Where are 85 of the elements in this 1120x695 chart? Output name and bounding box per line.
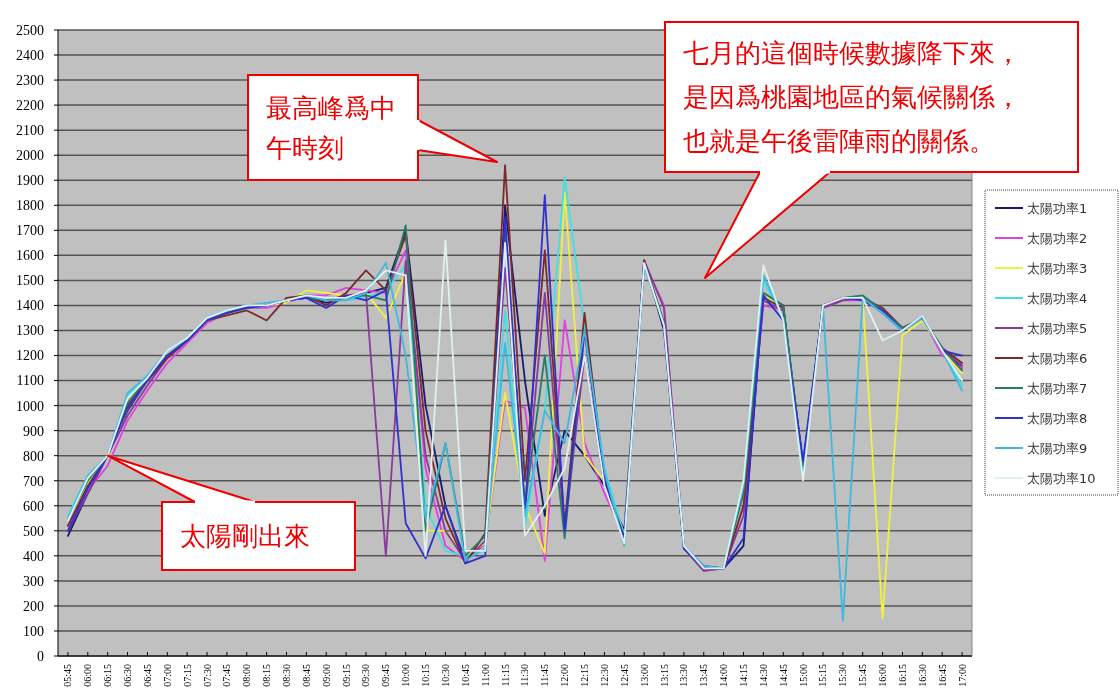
x-tick-label: 14:45 [777,664,789,687]
y-tick-label: 700 [23,473,44,489]
x-tick-label: 09:30 [360,664,372,687]
legend-label: 太陽功率1 [1027,200,1088,216]
annotation: 七月的這個時候數據降下來，是因爲桃園地區的氣候關係，也就是午後雷陣雨的關係。 [683,38,1021,157]
x-tick-label: 16:15 [896,664,908,687]
x-tick-label: 12:15 [579,664,591,687]
x-tick-label: 15:45 [857,664,869,687]
x-tick-label: 09:45 [380,664,392,687]
x-tick-label: 13:30 [678,664,690,687]
x-tick-label: 10:30 [439,664,451,687]
y-tick-label: 1200 [16,348,44,364]
x-tick-label: 16:45 [936,664,948,687]
x-tick-label: 12:30 [598,664,610,687]
x-tick-label: 05:45 [62,664,74,687]
x-tick-label: 11:15 [499,664,511,687]
x-tick-label: 10:00 [400,664,412,687]
x-tick-label: 14:00 [718,664,730,687]
x-tick-label: 08:00 [241,664,253,687]
legend-label: 太陽功率6 [1027,350,1088,366]
x-tick-label: 06:15 [102,664,114,687]
x-tick-label: 08:15 [261,664,273,687]
x-tick-label: 13:45 [698,664,710,687]
y-tick-label: 1700 [16,223,44,239]
x-tick-label: 10:45 [459,664,471,687]
y-tick-label: 500 [23,523,44,539]
y-tick-label: 600 [23,498,44,514]
x-tick-label: 11:00 [479,664,491,687]
y-tick-label: 1500 [16,273,44,289]
y-tick-label: 2400 [16,47,44,63]
y-tick-label: 1600 [16,248,44,264]
y-tick-label: 2300 [16,72,44,88]
legend-label: 太陽功率10 [1027,470,1096,486]
y-tick-label: 1400 [16,298,44,314]
y-tick-label: 2500 [16,22,44,38]
y-tick-label: 1100 [16,373,44,389]
x-tick-label: 12:00 [559,664,571,687]
legend-label: 太陽功率3 [1027,260,1088,276]
x-tick-label: 11:30 [519,664,531,687]
x-tick-label: 13:15 [658,664,670,687]
y-tick-label: 2200 [16,98,44,114]
y-tick-label: 900 [23,423,44,439]
x-tick-label: 08:30 [281,664,292,687]
legend-label: 太陽功率2 [1027,230,1088,246]
x-tick-label: 16:00 [877,664,889,687]
x-tick-label: 06:45 [141,664,153,687]
legend-label: 太陽功率9 [1027,440,1088,456]
y-tick-label: 1000 [16,398,44,414]
x-tick-label: 07:45 [221,664,233,687]
x-tick-label: 07:15 [181,664,193,687]
x-tick-label: 16:30 [916,664,928,687]
x-tick-label: 11:45 [539,664,551,687]
x-tick-label: 07:30 [201,664,213,687]
x-tick-label: 07:00 [161,664,173,687]
legend-label: 太陽功率7 [1027,380,1088,396]
legend-label: 太陽功率5 [1027,320,1088,336]
x-tick-label: 15:30 [837,664,849,687]
y-tick-label: 0 [37,648,44,664]
y-tick-label: 200 [23,598,44,614]
y-tick-label: 1900 [16,173,44,189]
x-tick-label: 14:15 [738,664,749,687]
y-tick-label: 2000 [16,148,44,164]
x-tick-label: 15:00 [797,664,809,687]
annotation: 最高峰爲中午時刻 [266,92,396,163]
legend-label: 太陽功率4 [1027,290,1088,306]
x-tick-label: 15:15 [817,664,829,687]
legend-label: 太陽功率8 [1027,410,1088,426]
y-tick-label: 300 [23,573,44,589]
annotation: 太陽剛出來 [180,521,310,552]
x-tick-label: 09:15 [340,664,352,687]
y-tick-label: 1300 [16,323,44,339]
x-tick-label: 08:45 [300,664,312,687]
y-tick-label: 400 [23,548,44,564]
y-tick-label: 100 [23,623,44,639]
x-tick-label: 14:30 [757,664,769,687]
y-tick-label: 800 [23,448,44,464]
x-tick-label: 06:30 [122,664,134,687]
x-tick-label: 12:45 [618,664,630,687]
x-tick-label: 09:00 [320,664,332,687]
y-tick-label: 2100 [16,123,44,139]
x-tick-label: 06:00 [82,664,94,687]
x-tick-label: 13:00 [638,664,650,687]
x-tick-label: 10:15 [420,664,432,687]
x-tick-label: 17:00 [956,664,968,687]
y-tick-label: 1800 [16,198,44,214]
